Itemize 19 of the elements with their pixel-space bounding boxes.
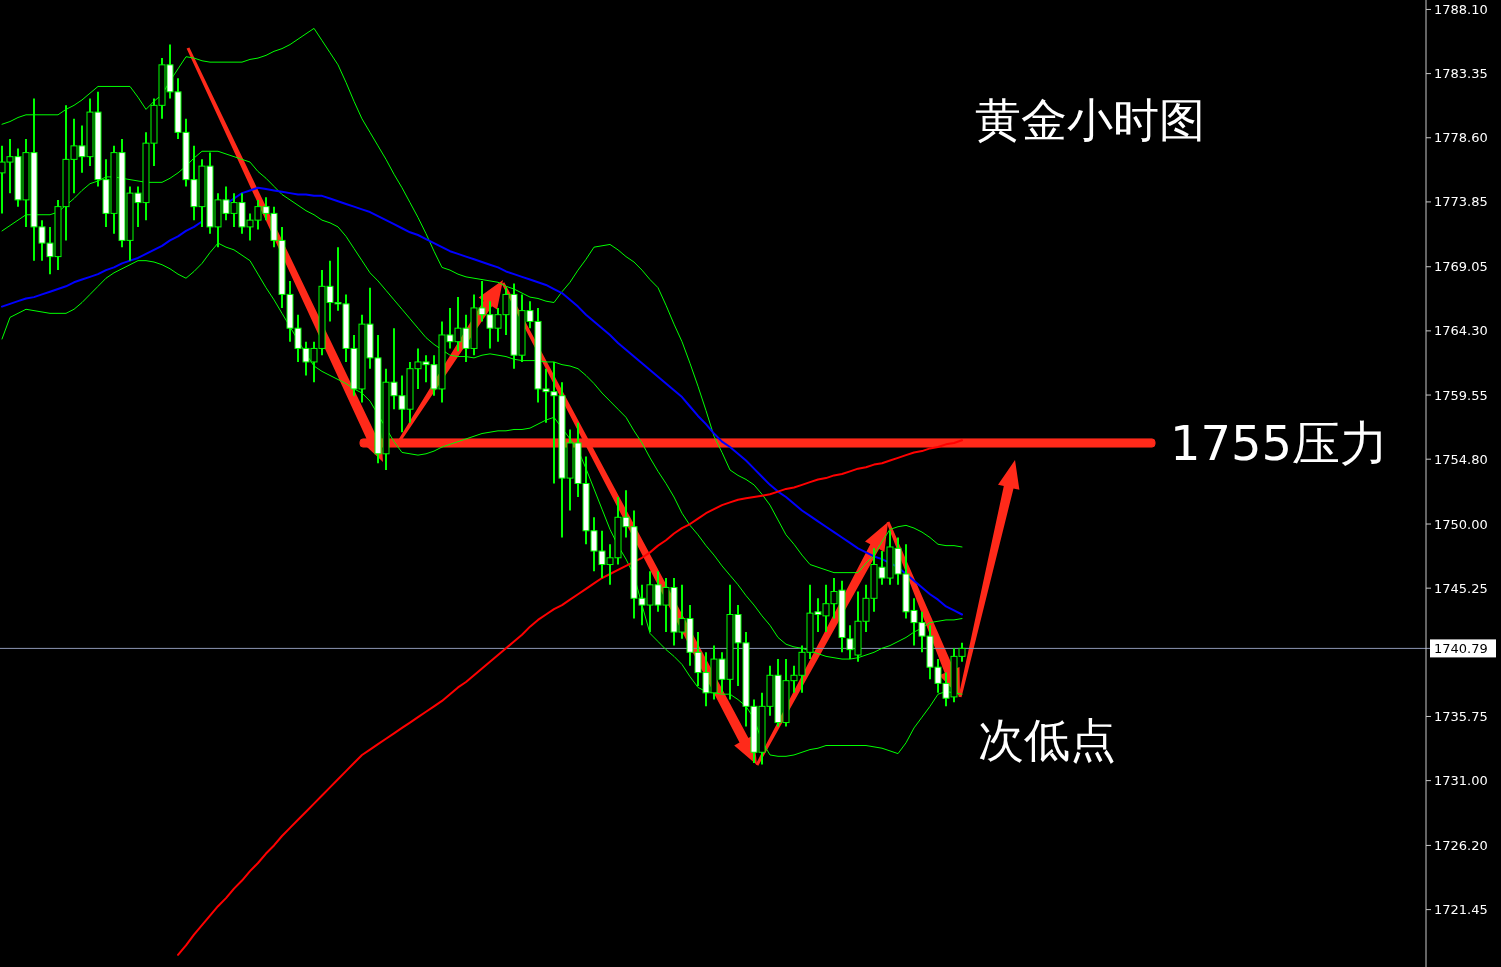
y-tick-label: 1750.00	[1434, 516, 1488, 532]
y-tick-label: 1769.05	[1434, 259, 1488, 275]
band-label: 1755压力	[1170, 414, 1389, 471]
ref-line-label: 1740.79	[1434, 640, 1488, 656]
y-tick-label: 1788.10	[1434, 1, 1488, 17]
y-tick-label: 1754.80	[1434, 451, 1488, 467]
y-tick-label: 1735.75	[1434, 708, 1488, 724]
y-tick-label: 1731.00	[1434, 773, 1488, 789]
text: 次低点	[978, 713, 1116, 767]
y-tick-label: 1721.45	[1434, 902, 1488, 918]
y-tick-label: 1726.20	[1434, 837, 1488, 853]
y-tick-label: 1778.60	[1434, 130, 1488, 146]
y-tick-label: 1773.85	[1434, 194, 1488, 210]
y-tick-label: 1745.25	[1434, 580, 1488, 596]
y-tick-label: 1759.55	[1434, 387, 1488, 403]
line-series	[177, 439, 963, 956]
text: 黄金小时图	[975, 93, 1205, 147]
y-tick-label: 1783.35	[1434, 66, 1488, 82]
y-tick-label: 1764.30	[1434, 323, 1488, 339]
